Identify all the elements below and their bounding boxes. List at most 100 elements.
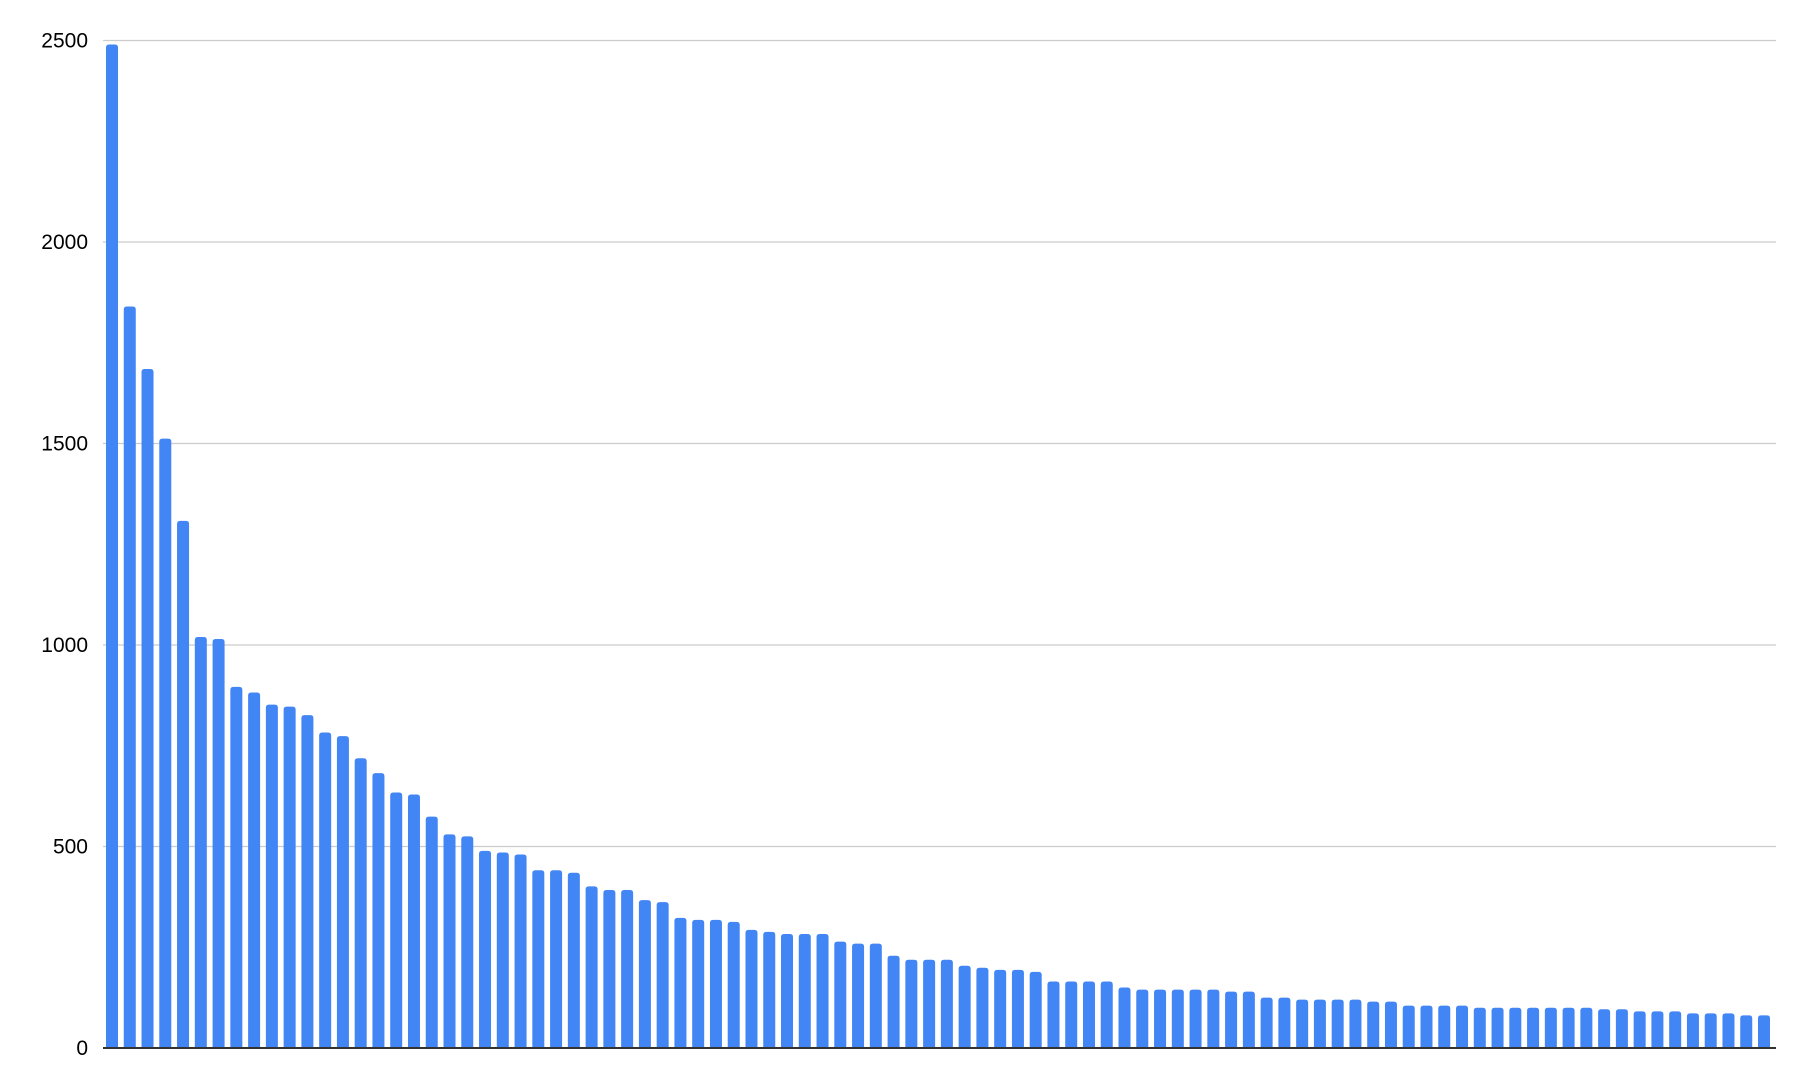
bar — [336, 736, 349, 1048]
bar — [265, 704, 278, 1048]
bar — [1100, 981, 1113, 1048]
bar — [1722, 1013, 1735, 1048]
y-axis-tick-labels: 0 500 1000 1500 2000 2500 — [41, 30, 88, 1061]
bar — [905, 959, 918, 1048]
bar — [656, 902, 669, 1048]
bar — [958, 965, 971, 1048]
bar — [1136, 989, 1149, 1048]
bar — [976, 967, 989, 1048]
bar — [1349, 999, 1362, 1048]
bar — [1669, 1011, 1682, 1048]
bar — [1065, 981, 1078, 1048]
bar — [1598, 1009, 1611, 1048]
bar — [550, 870, 563, 1048]
bar — [1402, 1005, 1415, 1048]
bar — [674, 917, 687, 1048]
y-tick-label: 2500 — [41, 30, 88, 53]
bar — [994, 969, 1007, 1048]
bar — [1438, 1005, 1451, 1048]
y-tick-label: 2000 — [41, 231, 88, 254]
bar — [1544, 1007, 1557, 1048]
bar — [1189, 989, 1202, 1048]
bar — [1527, 1007, 1540, 1048]
bar — [159, 438, 172, 1048]
bar — [319, 732, 332, 1048]
bar — [1633, 1011, 1646, 1048]
bar — [1651, 1011, 1664, 1048]
bar — [194, 636, 207, 1048]
bar — [106, 44, 118, 1048]
bar — [621, 890, 634, 1048]
bar — [301, 715, 314, 1048]
bar — [1082, 981, 1095, 1048]
bar — [425, 816, 438, 1048]
bar — [567, 872, 580, 1048]
bar — [1580, 1007, 1593, 1048]
bar — [230, 686, 243, 1048]
bar — [834, 941, 847, 1048]
bar — [1473, 1007, 1486, 1048]
bar — [1260, 997, 1273, 1048]
bar — [603, 890, 616, 1048]
bar — [638, 900, 651, 1048]
bar — [709, 919, 722, 1048]
bar — [407, 794, 420, 1048]
bar — [923, 959, 936, 1048]
bar — [141, 368, 154, 1048]
bar — [1491, 1007, 1504, 1048]
bar — [1154, 989, 1167, 1048]
bar — [1278, 997, 1291, 1048]
bars — [106, 44, 1770, 1049]
bar — [1615, 1009, 1628, 1048]
bar — [852, 943, 865, 1048]
bar — [1384, 1001, 1397, 1048]
bar — [940, 959, 953, 1048]
bar — [283, 706, 296, 1048]
bar — [745, 929, 758, 1048]
bar — [1704, 1013, 1717, 1048]
bar — [372, 773, 385, 1048]
bar — [1118, 987, 1131, 1048]
bar — [1686, 1013, 1699, 1048]
bar — [1758, 1015, 1770, 1048]
bar — [1011, 969, 1024, 1048]
bar — [479, 850, 492, 1048]
bar — [887, 955, 900, 1048]
bar — [1225, 991, 1238, 1048]
bar — [212, 638, 225, 1048]
bar — [1420, 1005, 1433, 1048]
bar — [354, 758, 367, 1048]
bar — [390, 792, 403, 1048]
bar — [869, 943, 882, 1048]
bar — [1740, 1015, 1753, 1048]
gridlines — [103, 39, 1776, 848]
bar — [1456, 1005, 1469, 1048]
bar — [496, 852, 509, 1048]
bar — [816, 933, 829, 1048]
bar — [1367, 1001, 1380, 1048]
y-tick-label: 1500 — [41, 433, 88, 456]
bar — [123, 306, 136, 1049]
y-tick-label: 0 — [76, 1037, 88, 1060]
bar — [1207, 989, 1220, 1048]
bar — [763, 931, 776, 1048]
bar — [1509, 1007, 1522, 1048]
bar — [585, 886, 598, 1048]
bar — [1242, 991, 1255, 1048]
bar — [727, 921, 740, 1048]
y-tick-label: 500 — [53, 836, 88, 859]
bar — [1047, 981, 1060, 1048]
bar — [177, 520, 190, 1048]
bar — [443, 834, 456, 1048]
bar — [1331, 999, 1344, 1048]
bar — [1171, 989, 1184, 1048]
bar — [248, 692, 261, 1048]
bar — [1296, 999, 1309, 1048]
y-tick-label: 1000 — [41, 634, 88, 657]
bar — [1029, 971, 1042, 1048]
bar — [781, 933, 794, 1048]
bar — [798, 933, 811, 1048]
bar — [532, 870, 545, 1048]
bar — [692, 919, 705, 1048]
